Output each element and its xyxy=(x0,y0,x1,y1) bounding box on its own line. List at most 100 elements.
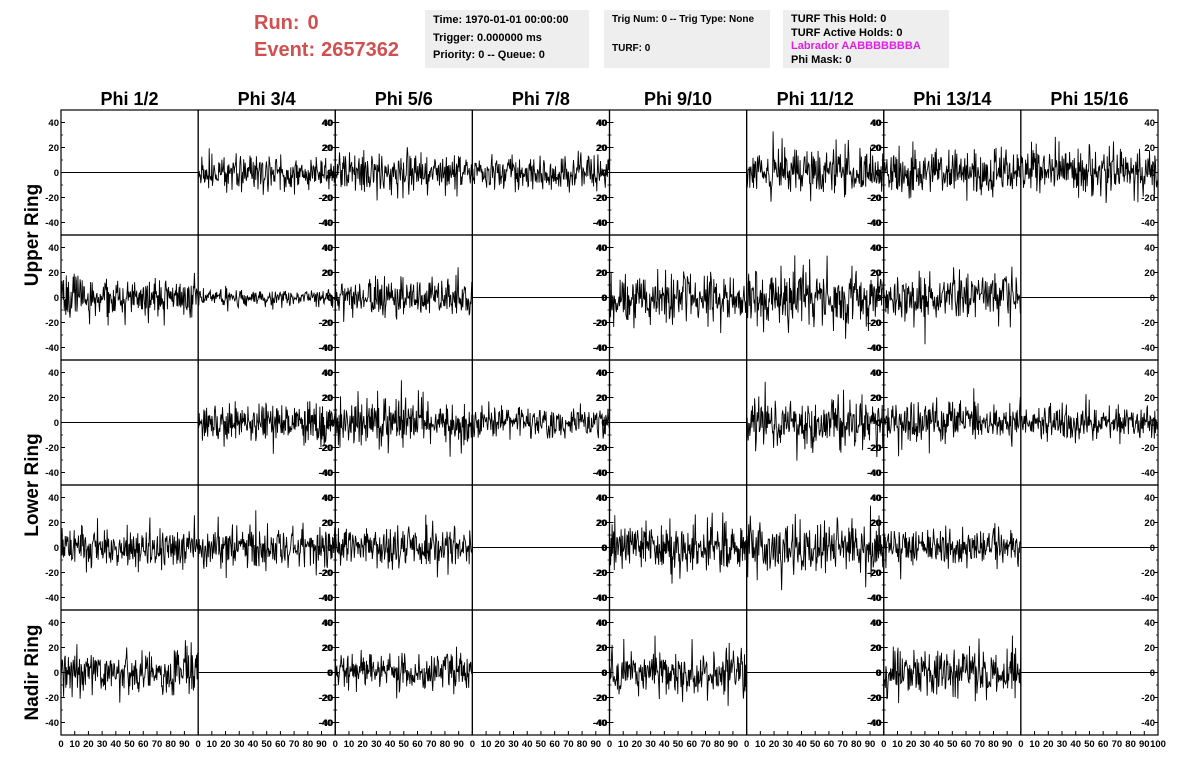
y-tick-label: -40 xyxy=(319,718,333,729)
y-tick-label: -40 xyxy=(320,343,334,354)
y-tick-label: -20 xyxy=(320,318,334,329)
y-tick-label: 40 xyxy=(597,493,608,504)
y-tick-label: 40 xyxy=(48,118,59,129)
y-tick-label: 20 xyxy=(48,518,59,529)
y-tick-label: -20 xyxy=(320,443,334,454)
y-tick-label: -20 xyxy=(319,568,333,579)
y-tick-label: 20 xyxy=(322,393,333,404)
y-tick-label: -40 xyxy=(594,218,608,229)
y-tick-label: 0 xyxy=(54,668,59,679)
x-tick-label: 0 xyxy=(1018,739,1023,750)
x-tick-label: 40 xyxy=(1070,739,1081,750)
y-tick-label: 0 xyxy=(327,543,332,554)
y-tick-label: -40 xyxy=(45,593,59,604)
x-tick-label: 70 xyxy=(563,739,574,750)
y-tick-label: 40 xyxy=(323,368,334,379)
y-tick-label: 0 xyxy=(327,293,332,304)
y-tick-label: 20 xyxy=(323,643,334,654)
x-tick-label: 20 xyxy=(632,739,643,750)
panel-frame xyxy=(334,234,473,361)
x-tick-label: 60 xyxy=(961,739,972,750)
x-tick-label: 50 xyxy=(673,739,684,750)
waveform-trace xyxy=(60,640,199,703)
y-tick-label: 40 xyxy=(322,493,333,504)
y-tick-label: 20 xyxy=(1144,268,1155,279)
y-tick-label: 40 xyxy=(596,618,607,629)
column-label: Phi 5/6 xyxy=(375,89,433,109)
y-tick-label: 0 xyxy=(54,168,59,179)
x-tick-label: 10 xyxy=(1029,739,1040,750)
phi-mask-text: Phi Mask: 0 xyxy=(791,53,852,66)
x-tick-label: 70 xyxy=(1112,739,1123,750)
y-tick-label: 0 xyxy=(327,418,332,429)
y-tick-label: -40 xyxy=(868,718,882,729)
y-tick-label: 20 xyxy=(870,643,881,654)
y-tick-label: 20 xyxy=(322,143,333,154)
priority-text: Priority: 0 -- Queue: 0 xyxy=(433,49,545,61)
x-tick-label: 20 xyxy=(1043,739,1054,750)
x-tick-label: 20 xyxy=(769,739,780,750)
x-tick-label: 20 xyxy=(906,739,917,750)
x-tick-label: 40 xyxy=(248,739,259,750)
y-tick-label: -20 xyxy=(593,318,607,329)
y-tick-label: -20 xyxy=(320,193,334,204)
y-tick-label: 0 xyxy=(1150,293,1155,304)
x-tick-label: 10 xyxy=(481,739,492,750)
waveform-trace xyxy=(1020,394,1159,445)
labrador-text: Labrador AABBBBBBBA xyxy=(791,40,921,52)
x-tick-label: 50 xyxy=(536,739,547,750)
x-tick-label: 0 xyxy=(470,739,475,750)
y-tick-label: -20 xyxy=(868,443,882,454)
y-tick-label: 0 xyxy=(328,418,333,429)
y-tick-label: 40 xyxy=(870,243,881,254)
y-tick-label: 20 xyxy=(48,393,59,404)
x-tick-label: 20 xyxy=(495,739,506,750)
y-tick-label: -40 xyxy=(1141,343,1155,354)
y-tick-label: 0 xyxy=(328,668,333,679)
waveform-trace xyxy=(471,150,610,193)
y-tick-label: 20 xyxy=(596,268,607,279)
x-tick-label: 80 xyxy=(851,739,862,750)
x-tick-label: 0 xyxy=(195,739,200,750)
y-tick-label: 20 xyxy=(596,518,607,529)
y-tick-label: 40 xyxy=(597,618,608,629)
x-tick-label: 50 xyxy=(810,739,821,750)
y-tick-label: -40 xyxy=(319,343,333,354)
y-tick-label: -20 xyxy=(45,693,59,704)
y-tick-label: -20 xyxy=(593,193,607,204)
waveform-trace xyxy=(197,510,336,579)
y-tick-label: 40 xyxy=(48,243,59,254)
y-tick-label: -40 xyxy=(867,718,881,729)
y-tick-label: -40 xyxy=(593,468,607,479)
y-tick-label: 0 xyxy=(328,168,333,179)
waveform-trace xyxy=(883,635,1022,704)
y-tick-label: 20 xyxy=(48,268,59,279)
y-tick-label: 20 xyxy=(871,268,882,279)
y-tick-label: 0 xyxy=(1150,543,1155,554)
y-tick-label: -20 xyxy=(867,443,881,454)
y-tick-label: -40 xyxy=(320,218,334,229)
y-tick-label: 0 xyxy=(876,418,881,429)
x-tick-label: 40 xyxy=(933,739,944,750)
y-tick-label: 0 xyxy=(601,293,606,304)
x-tick-label: 0 xyxy=(333,739,338,750)
y-tick-label: -40 xyxy=(1141,218,1155,229)
y-tick-label: 20 xyxy=(871,143,882,154)
x-tick-label: 0 xyxy=(744,739,749,750)
x-tick-label: 70 xyxy=(289,739,300,750)
x-tick-label: 70 xyxy=(426,739,437,750)
y-tick-label: 0 xyxy=(875,418,880,429)
y-tick-label: -20 xyxy=(319,443,333,454)
y-tick-label: -40 xyxy=(1141,593,1155,604)
y-tick-label: 40 xyxy=(323,493,334,504)
x-tick-label: 30 xyxy=(371,739,382,750)
y-tick-label: 40 xyxy=(1144,493,1155,504)
y-tick-label: 40 xyxy=(1144,368,1155,379)
y-tick-label: 0 xyxy=(327,668,332,679)
y-tick-label: -20 xyxy=(594,568,608,579)
waveform-trace xyxy=(334,147,473,201)
y-tick-label: 40 xyxy=(596,118,607,129)
y-tick-label: 20 xyxy=(1144,393,1155,404)
y-tick-label: -20 xyxy=(1141,193,1155,204)
y-tick-label: 0 xyxy=(876,543,881,554)
